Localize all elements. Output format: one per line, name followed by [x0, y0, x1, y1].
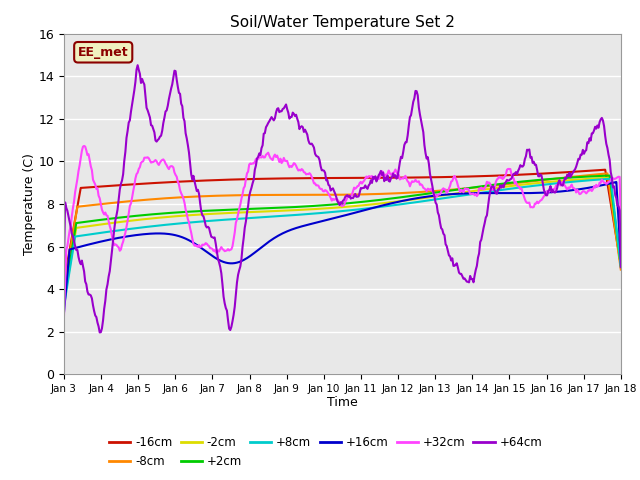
+8cm [617, 264, 625, 269]
+2cm [324, 202, 332, 208]
+16cm [604, 181, 611, 187]
Legend: -16cm, -8cm, -2cm, +2cm, +8cm, +16cm, +32cm, +64cm: -16cm, -8cm, -2cm, +2cm, +8cm, +16cm, +3… [104, 432, 547, 473]
-16cm [617, 262, 625, 268]
+16cm [612, 179, 620, 185]
Line: +32cm: +32cm [64, 146, 621, 315]
-8cm [516, 180, 524, 186]
+64cm [96, 330, 104, 336]
+32cm [329, 196, 337, 202]
Line: +16cm: +16cm [64, 182, 621, 312]
+8cm [516, 185, 524, 191]
+32cm [393, 169, 401, 175]
-2cm [60, 299, 68, 304]
-2cm [328, 205, 335, 211]
-8cm [362, 192, 369, 197]
+64cm [606, 157, 614, 163]
+2cm [604, 173, 611, 179]
-2cm [324, 205, 332, 211]
-8cm [324, 192, 332, 198]
+2cm [392, 195, 399, 201]
+32cm [605, 179, 612, 185]
+32cm [80, 143, 88, 149]
+8cm [392, 202, 399, 208]
+16cm [617, 256, 625, 262]
-16cm [392, 175, 399, 180]
-16cm [362, 175, 369, 181]
+64cm [617, 264, 625, 270]
+16cm [362, 207, 369, 213]
-8cm [604, 170, 611, 176]
Title: Soil/Water Temperature Set 2: Soil/Water Temperature Set 2 [230, 15, 455, 30]
-16cm [602, 167, 609, 173]
+16cm [328, 216, 335, 222]
+64cm [394, 174, 401, 180]
+8cm [362, 206, 369, 212]
+16cm [392, 200, 399, 205]
+32cm [362, 174, 370, 180]
Line: +2cm: +2cm [64, 176, 621, 299]
-8cm [392, 191, 399, 196]
+2cm [617, 263, 625, 269]
-8cm [617, 267, 625, 273]
-16cm [328, 175, 335, 181]
+32cm [326, 192, 333, 198]
Y-axis label: Temperature (C): Temperature (C) [22, 153, 36, 255]
-8cm [328, 192, 335, 198]
+32cm [60, 312, 68, 318]
+16cm [516, 190, 524, 196]
+64cm [364, 186, 371, 192]
-2cm [392, 199, 399, 204]
-2cm [606, 175, 614, 180]
-2cm [604, 175, 611, 180]
+8cm [328, 209, 335, 215]
+8cm [60, 303, 68, 309]
Line: -8cm: -8cm [64, 173, 621, 288]
+2cm [362, 199, 369, 204]
X-axis label: Time: Time [327, 396, 358, 408]
-8cm [605, 179, 612, 184]
+2cm [60, 296, 68, 302]
-8cm [60, 285, 68, 290]
+64cm [327, 188, 335, 193]
+64cm [330, 188, 338, 194]
+2cm [516, 179, 524, 185]
Line: -16cm: -16cm [64, 170, 621, 281]
+8cm [604, 176, 611, 182]
-16cm [605, 187, 612, 193]
+8cm [607, 176, 614, 181]
-16cm [60, 278, 68, 284]
+8cm [324, 209, 332, 215]
+16cm [324, 217, 332, 223]
+2cm [606, 173, 614, 179]
+32cm [518, 186, 525, 192]
-16cm [516, 172, 524, 178]
+2cm [328, 202, 335, 207]
+64cm [519, 164, 527, 169]
Line: +64cm: +64cm [64, 65, 621, 333]
-16cm [324, 175, 332, 181]
Text: EE_met: EE_met [78, 46, 129, 59]
-2cm [362, 202, 369, 208]
+64cm [60, 259, 68, 265]
+64cm [134, 62, 141, 68]
Line: -2cm: -2cm [64, 178, 621, 301]
+16cm [60, 310, 68, 315]
+32cm [617, 225, 625, 230]
-2cm [516, 182, 524, 188]
-2cm [617, 264, 625, 270]
Line: +8cm: +8cm [64, 179, 621, 306]
